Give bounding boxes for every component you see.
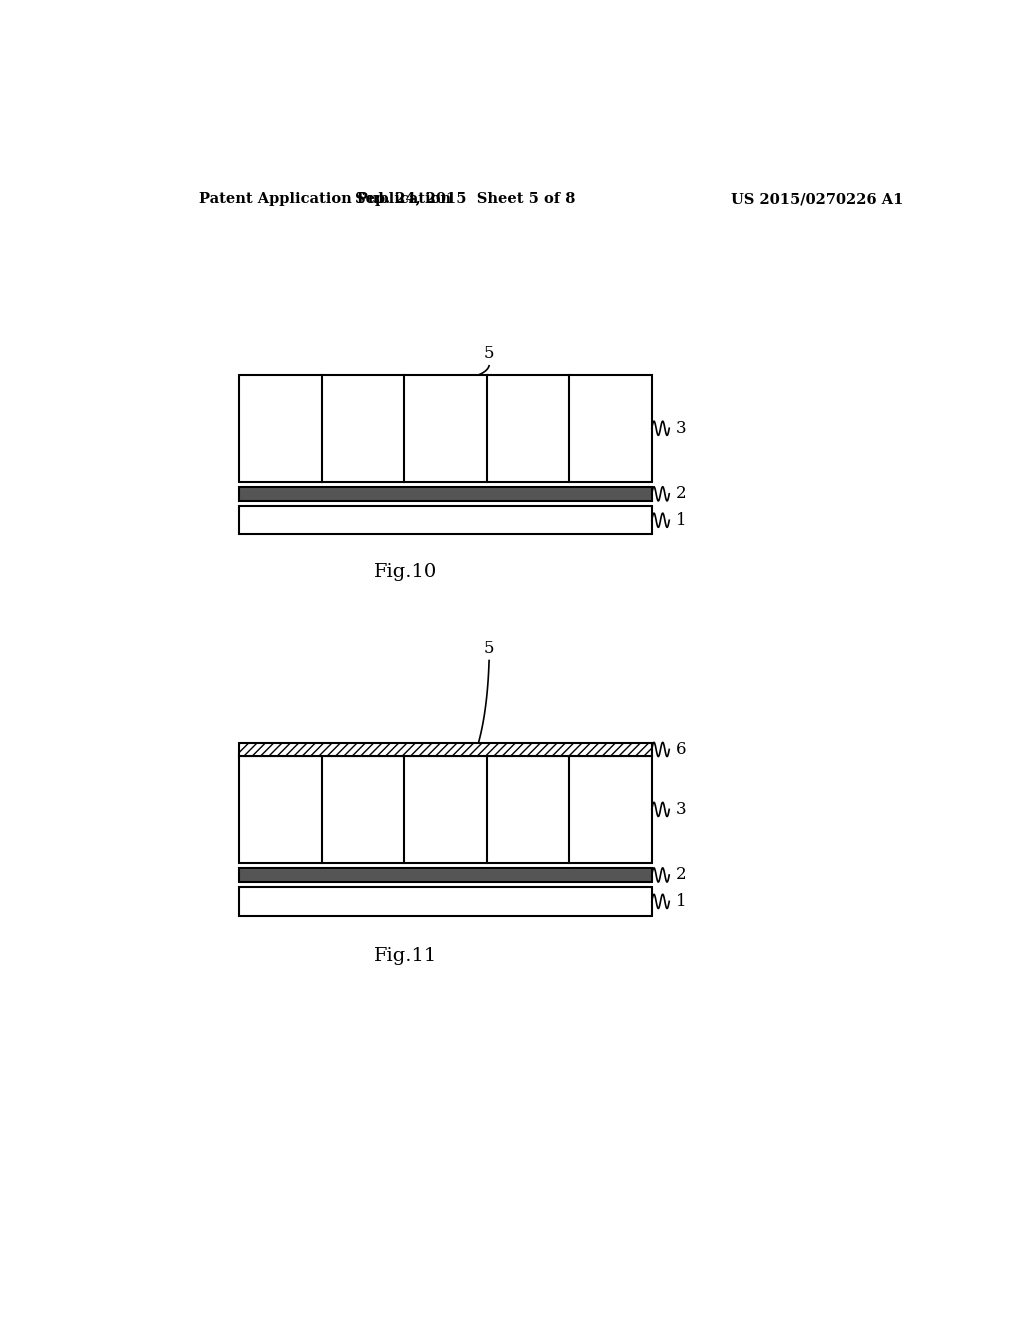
Text: Patent Application Publication: Patent Application Publication — [200, 191, 452, 206]
Text: 3: 3 — [676, 420, 686, 437]
Text: 1: 1 — [676, 892, 686, 909]
Text: 5: 5 — [483, 345, 495, 362]
Bar — [240, 867, 652, 882]
Text: Fig.10: Fig.10 — [374, 564, 437, 581]
Text: 2: 2 — [676, 486, 686, 503]
Text: US 2015/0270226 A1: US 2015/0270226 A1 — [731, 191, 903, 206]
Text: Sep. 24, 2015  Sheet 5 of 8: Sep. 24, 2015 Sheet 5 of 8 — [355, 191, 575, 206]
Bar — [240, 375, 652, 482]
Bar — [240, 756, 652, 863]
Bar — [240, 506, 652, 535]
Text: Fig.11: Fig.11 — [374, 948, 437, 965]
Text: 5: 5 — [483, 640, 495, 657]
Bar — [240, 743, 652, 756]
Bar — [240, 887, 652, 916]
Text: 6: 6 — [676, 741, 686, 758]
Text: 3: 3 — [676, 801, 686, 818]
Bar — [240, 487, 652, 500]
Text: 2: 2 — [676, 866, 686, 883]
Text: 1: 1 — [676, 512, 686, 529]
